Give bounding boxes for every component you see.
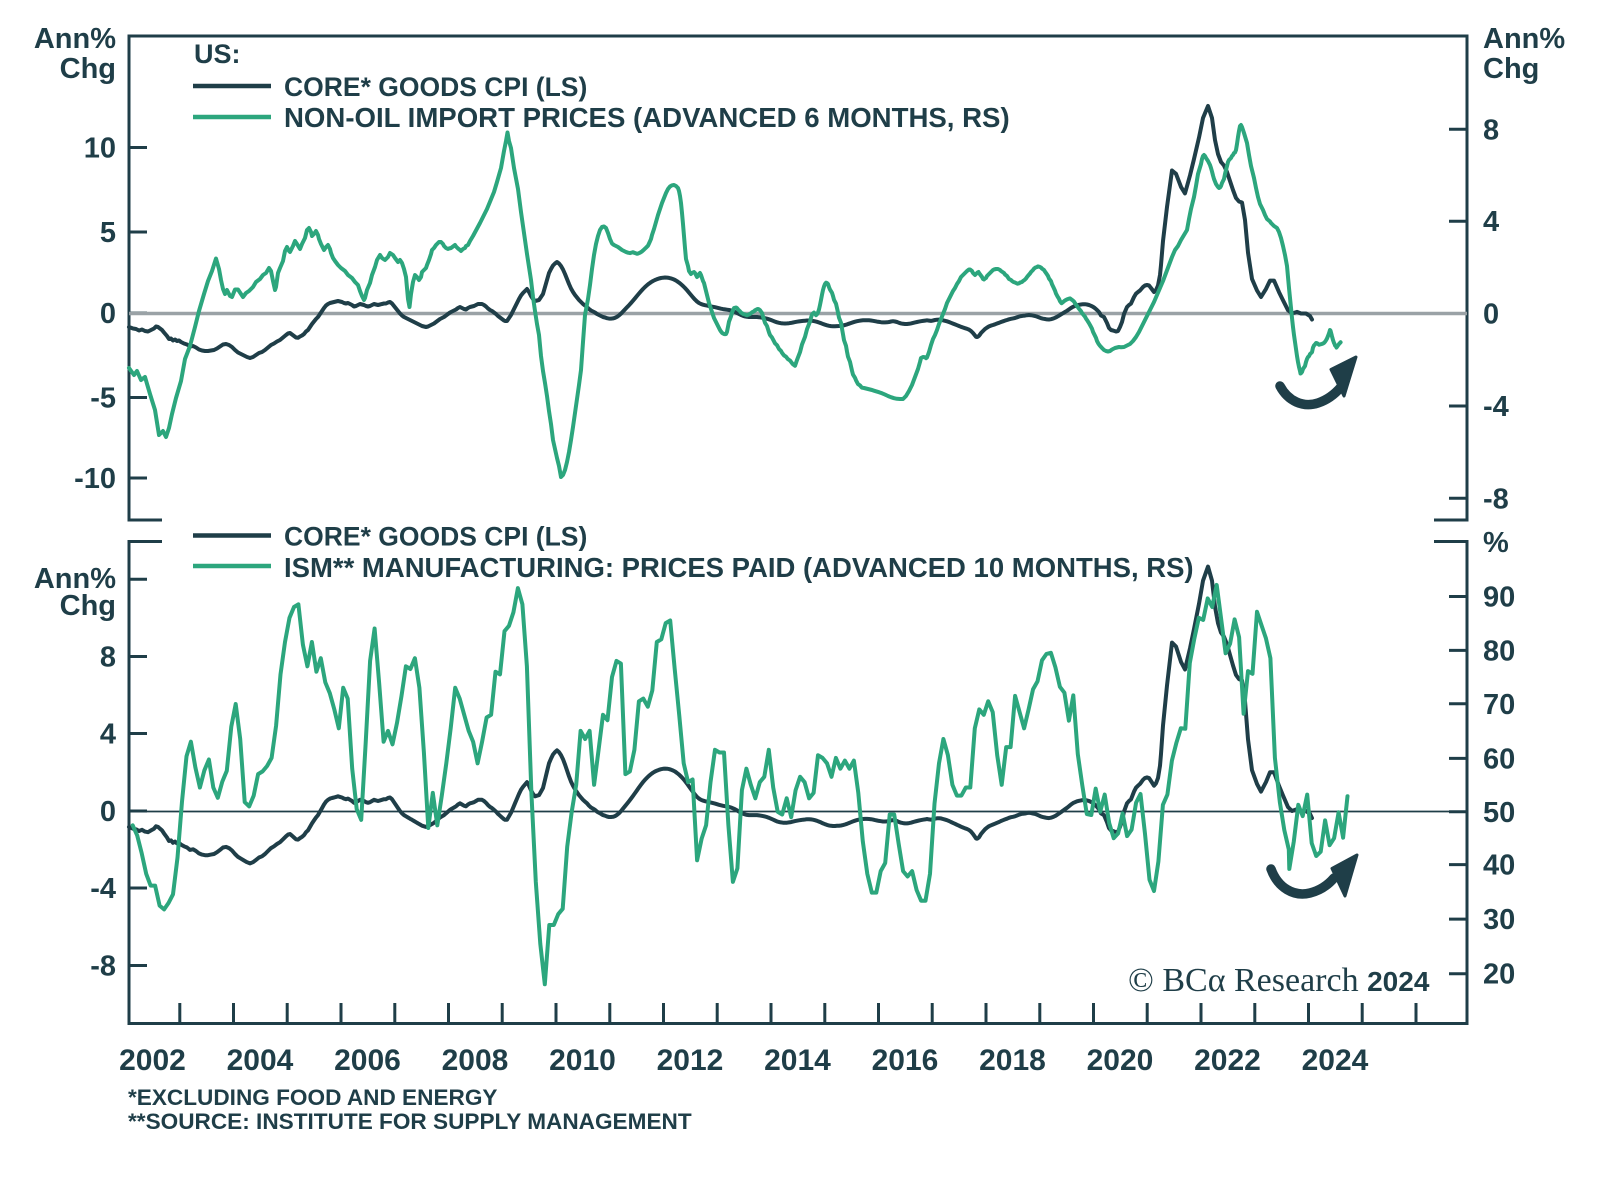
svg-text:2008: 2008 (442, 1044, 509, 1077)
svg-text:Chg: Chg (1483, 53, 1539, 85)
svg-text:2004: 2004 (227, 1044, 294, 1077)
svg-text:NON-OIL IMPORT PRICES (ADVANCE: NON-OIL IMPORT PRICES (ADVANCED 6 MONTHS… (284, 102, 1010, 133)
svg-text:2022: 2022 (1194, 1044, 1261, 1077)
svg-text:30: 30 (1483, 904, 1515, 936)
svg-text:40: 40 (1483, 850, 1515, 882)
svg-text:-10: -10 (74, 463, 116, 495)
svg-text:2018: 2018 (979, 1044, 1046, 1077)
svg-text:CORE* GOODS CPI (LS): CORE* GOODS CPI (LS) (284, 522, 587, 552)
svg-text:2020: 2020 (1087, 1044, 1154, 1077)
svg-text:Ann%: Ann% (34, 23, 116, 55)
svg-text:-4: -4 (90, 873, 116, 905)
svg-text:4: 4 (100, 719, 116, 751)
svg-text:ISM** MANUFACTURING: PRICES PA: ISM** MANUFACTURING: PRICES PAID (ADVANC… (284, 552, 1194, 583)
svg-text:70: 70 (1483, 689, 1515, 721)
svg-text:8: 8 (1483, 114, 1499, 146)
svg-text:-8: -8 (1483, 483, 1509, 515)
svg-text:© BCα Research 2024: © BCα Research 2024 (1128, 962, 1430, 999)
svg-text:%: % (1483, 527, 1509, 559)
svg-text:Ann%: Ann% (1483, 23, 1565, 55)
svg-text:50: 50 (1483, 797, 1515, 829)
svg-text:60: 60 (1483, 743, 1515, 775)
svg-text:2010: 2010 (549, 1044, 616, 1077)
svg-text:2006: 2006 (334, 1044, 401, 1077)
svg-text:0: 0 (1483, 299, 1499, 331)
svg-text:Chg: Chg (60, 53, 116, 85)
svg-text:2012: 2012 (657, 1044, 724, 1077)
svg-text:*EXCLUDING FOOD AND ENERGY: *EXCLUDING FOOD AND ENERGY (128, 1085, 497, 1110)
svg-text:8: 8 (100, 642, 116, 674)
svg-text:US:: US: (194, 39, 241, 69)
svg-text:80: 80 (1483, 635, 1515, 667)
svg-text:Chg: Chg (60, 590, 116, 622)
svg-text:2024: 2024 (1302, 1044, 1369, 1077)
svg-text:-4: -4 (1483, 391, 1509, 423)
svg-text:**SOURCE: INSTITUTE FOR SUPPLY: **SOURCE: INSTITUTE FOR SUPPLY MANAGEMEN… (128, 1109, 692, 1134)
svg-text:5: 5 (100, 217, 116, 249)
svg-text:0: 0 (100, 796, 116, 828)
svg-text:2002: 2002 (119, 1044, 186, 1077)
svg-text:20: 20 (1483, 959, 1515, 991)
svg-text:2014: 2014 (764, 1044, 831, 1077)
svg-text:4: 4 (1483, 206, 1499, 238)
svg-text:-5: -5 (90, 383, 116, 415)
svg-text:10: 10 (84, 133, 116, 165)
svg-text:Ann%: Ann% (34, 563, 116, 595)
svg-text:-8: -8 (90, 951, 116, 983)
svg-text:90: 90 (1483, 582, 1515, 614)
svg-text:0: 0 (100, 298, 116, 330)
svg-text:CORE* GOODS CPI (LS): CORE* GOODS CPI (LS) (284, 72, 587, 102)
svg-text:2016: 2016 (872, 1044, 939, 1077)
